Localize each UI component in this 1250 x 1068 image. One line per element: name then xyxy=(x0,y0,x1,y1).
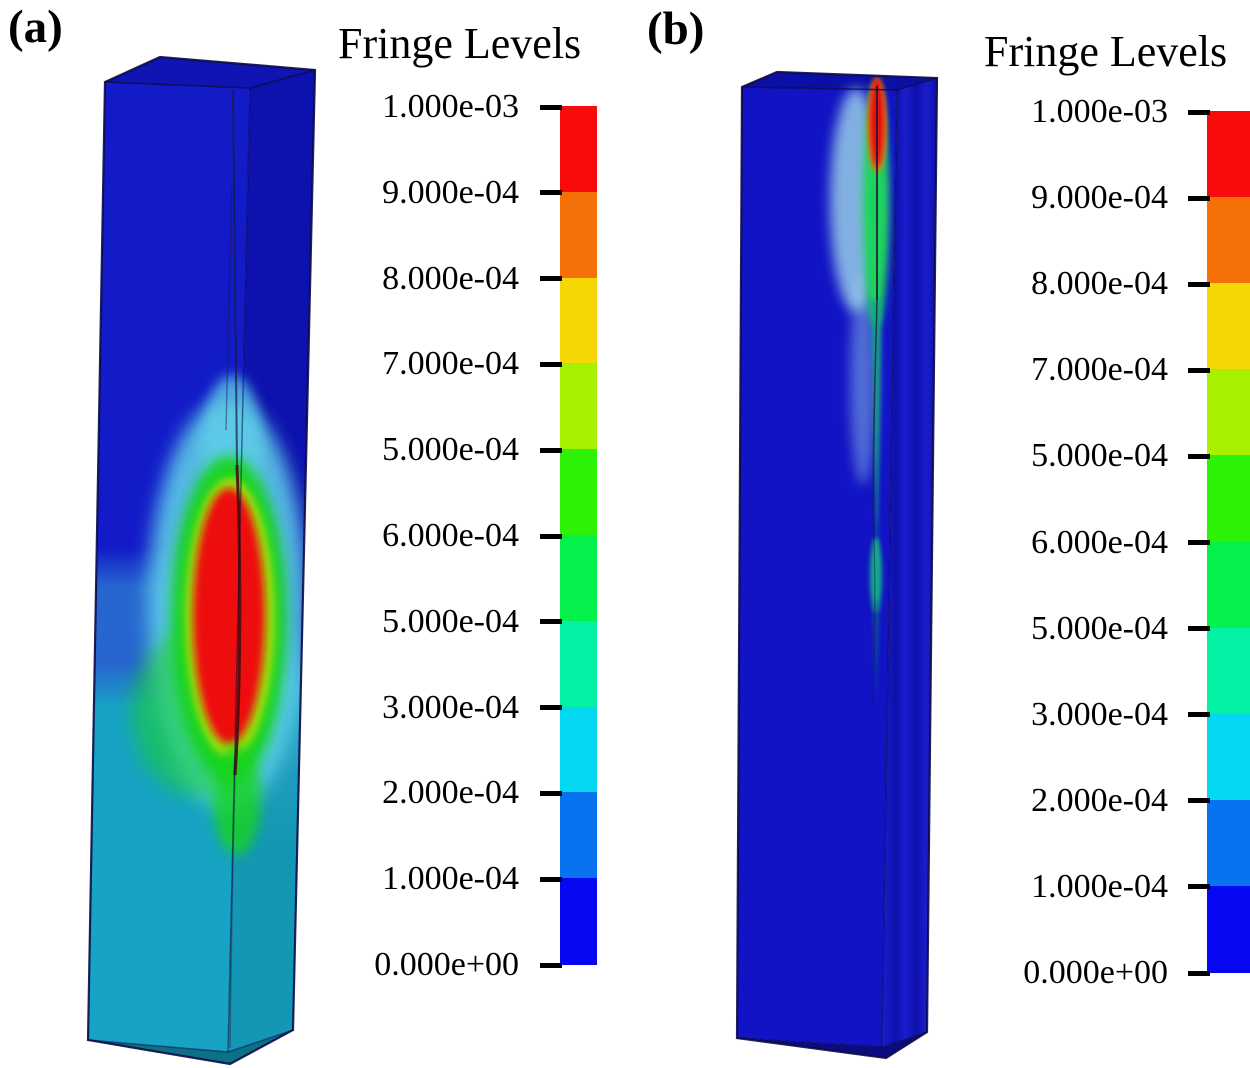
column-a-edges xyxy=(86,55,317,1066)
column-b-edges xyxy=(735,70,939,1060)
column-a xyxy=(86,55,317,1066)
crack-line-b xyxy=(872,86,878,706)
panel-b-label: (b) xyxy=(647,3,705,55)
column-a-bottom-face xyxy=(88,1030,293,1064)
damage-zone-a xyxy=(132,375,308,855)
crack-line-a xyxy=(225,89,242,1049)
column-b xyxy=(735,70,939,1060)
column-b-right-face xyxy=(882,78,937,1047)
column-b-bottom-face xyxy=(737,1032,927,1058)
panel-a-label: (a) xyxy=(8,1,63,53)
column-a-top-face xyxy=(105,57,315,88)
